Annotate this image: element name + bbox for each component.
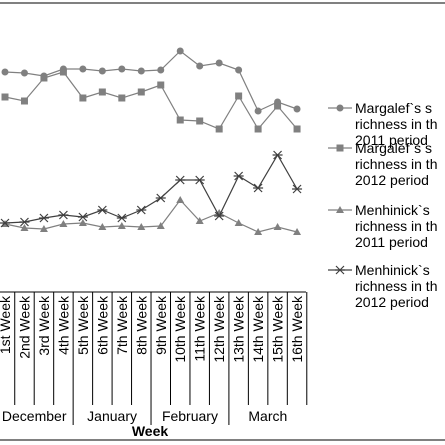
marker [1, 93, 9, 101]
x-tick-label: 3rd Week [36, 295, 52, 356]
marker [98, 223, 107, 230]
marker [59, 68, 67, 76]
marker [215, 125, 223, 133]
marker [194, 175, 205, 185]
marker [293, 105, 301, 113]
marker [58, 210, 69, 220]
marker [176, 47, 184, 55]
x-tick-label: 12th Week [211, 295, 227, 363]
marker [137, 223, 146, 230]
series-line [4, 71, 298, 131]
marker [274, 102, 282, 110]
marker [39, 225, 48, 232]
x-tick-label: 6th Week [94, 295, 110, 355]
marker [175, 175, 186, 185]
marker [137, 88, 145, 96]
marker [196, 62, 204, 70]
x-tick-label: 7th Week [114, 295, 130, 355]
x-tick-label: 1st Week [0, 295, 13, 354]
marker [59, 220, 68, 227]
legend-label: Margalef`s s richness in th 2012 period [355, 140, 438, 188]
marker [155, 193, 166, 203]
series-line [4, 153, 298, 224]
marker [117, 222, 126, 229]
marker [98, 67, 106, 75]
legend-label: Margalef`s s richness in th 2011 period [355, 100, 438, 148]
marker [137, 67, 145, 75]
month-label: March [248, 408, 287, 424]
x-tick-label: 15th Week [270, 295, 286, 363]
marker [20, 97, 28, 105]
x-tick-label: 4th Week [55, 295, 71, 355]
marker [233, 171, 244, 181]
x-tick-label: 5th Week [75, 295, 91, 355]
marker [79, 65, 87, 73]
legend-label: Menhinick`s richness in th 2012 period [355, 262, 438, 310]
marker [40, 74, 48, 82]
month-label: January [87, 408, 137, 424]
month-label: December [2, 408, 67, 424]
marker [116, 213, 127, 223]
marker [336, 104, 344, 112]
x-tick-label: 10th Week [172, 295, 188, 363]
marker [157, 66, 165, 74]
marker [336, 144, 344, 152]
marker [156, 222, 165, 229]
marker [20, 69, 28, 77]
marker [214, 211, 225, 221]
marker [157, 81, 165, 89]
marker [292, 184, 303, 194]
marker [253, 183, 264, 193]
marker [79, 94, 87, 102]
marker [235, 92, 243, 100]
marker [77, 212, 88, 222]
marker [176, 196, 185, 203]
marker [118, 94, 126, 102]
marker [254, 228, 263, 235]
marker [196, 117, 204, 125]
marker [234, 219, 243, 226]
marker [118, 65, 126, 73]
marker [293, 228, 302, 235]
marker [254, 107, 262, 115]
marker [136, 205, 147, 215]
x-axis-title: Week [132, 423, 169, 439]
x-tick-label: 13th Week [231, 295, 247, 363]
series-line [4, 50, 298, 112]
marker [1, 68, 9, 76]
x-tick-label: 14th Week [250, 295, 266, 363]
month-label: February [162, 408, 218, 424]
marker [176, 116, 184, 124]
marker [20, 224, 29, 231]
x-tick-label: 8th Week [133, 295, 149, 355]
x-tick-label: 2nd Week [16, 295, 32, 359]
marker [335, 265, 345, 275]
marker [273, 223, 282, 230]
marker [254, 125, 262, 133]
marker [98, 88, 106, 96]
marker [0, 218, 10, 228]
series-line [4, 199, 298, 233]
x-tick-label: 11th Week [192, 295, 208, 362]
legend-label: Menhinick`s richness in th 2011 period [355, 202, 438, 250]
marker [215, 59, 223, 67]
marker [19, 217, 30, 227]
x-tick-label: 9th Week [153, 295, 169, 355]
marker [235, 66, 243, 74]
marker [78, 219, 87, 226]
marker [97, 205, 108, 215]
marker [38, 213, 49, 223]
x-tick-label: 16th Week [289, 295, 305, 363]
marker [272, 150, 283, 160]
marker [336, 206, 344, 213]
marker [293, 125, 301, 133]
marker [195, 217, 204, 224]
